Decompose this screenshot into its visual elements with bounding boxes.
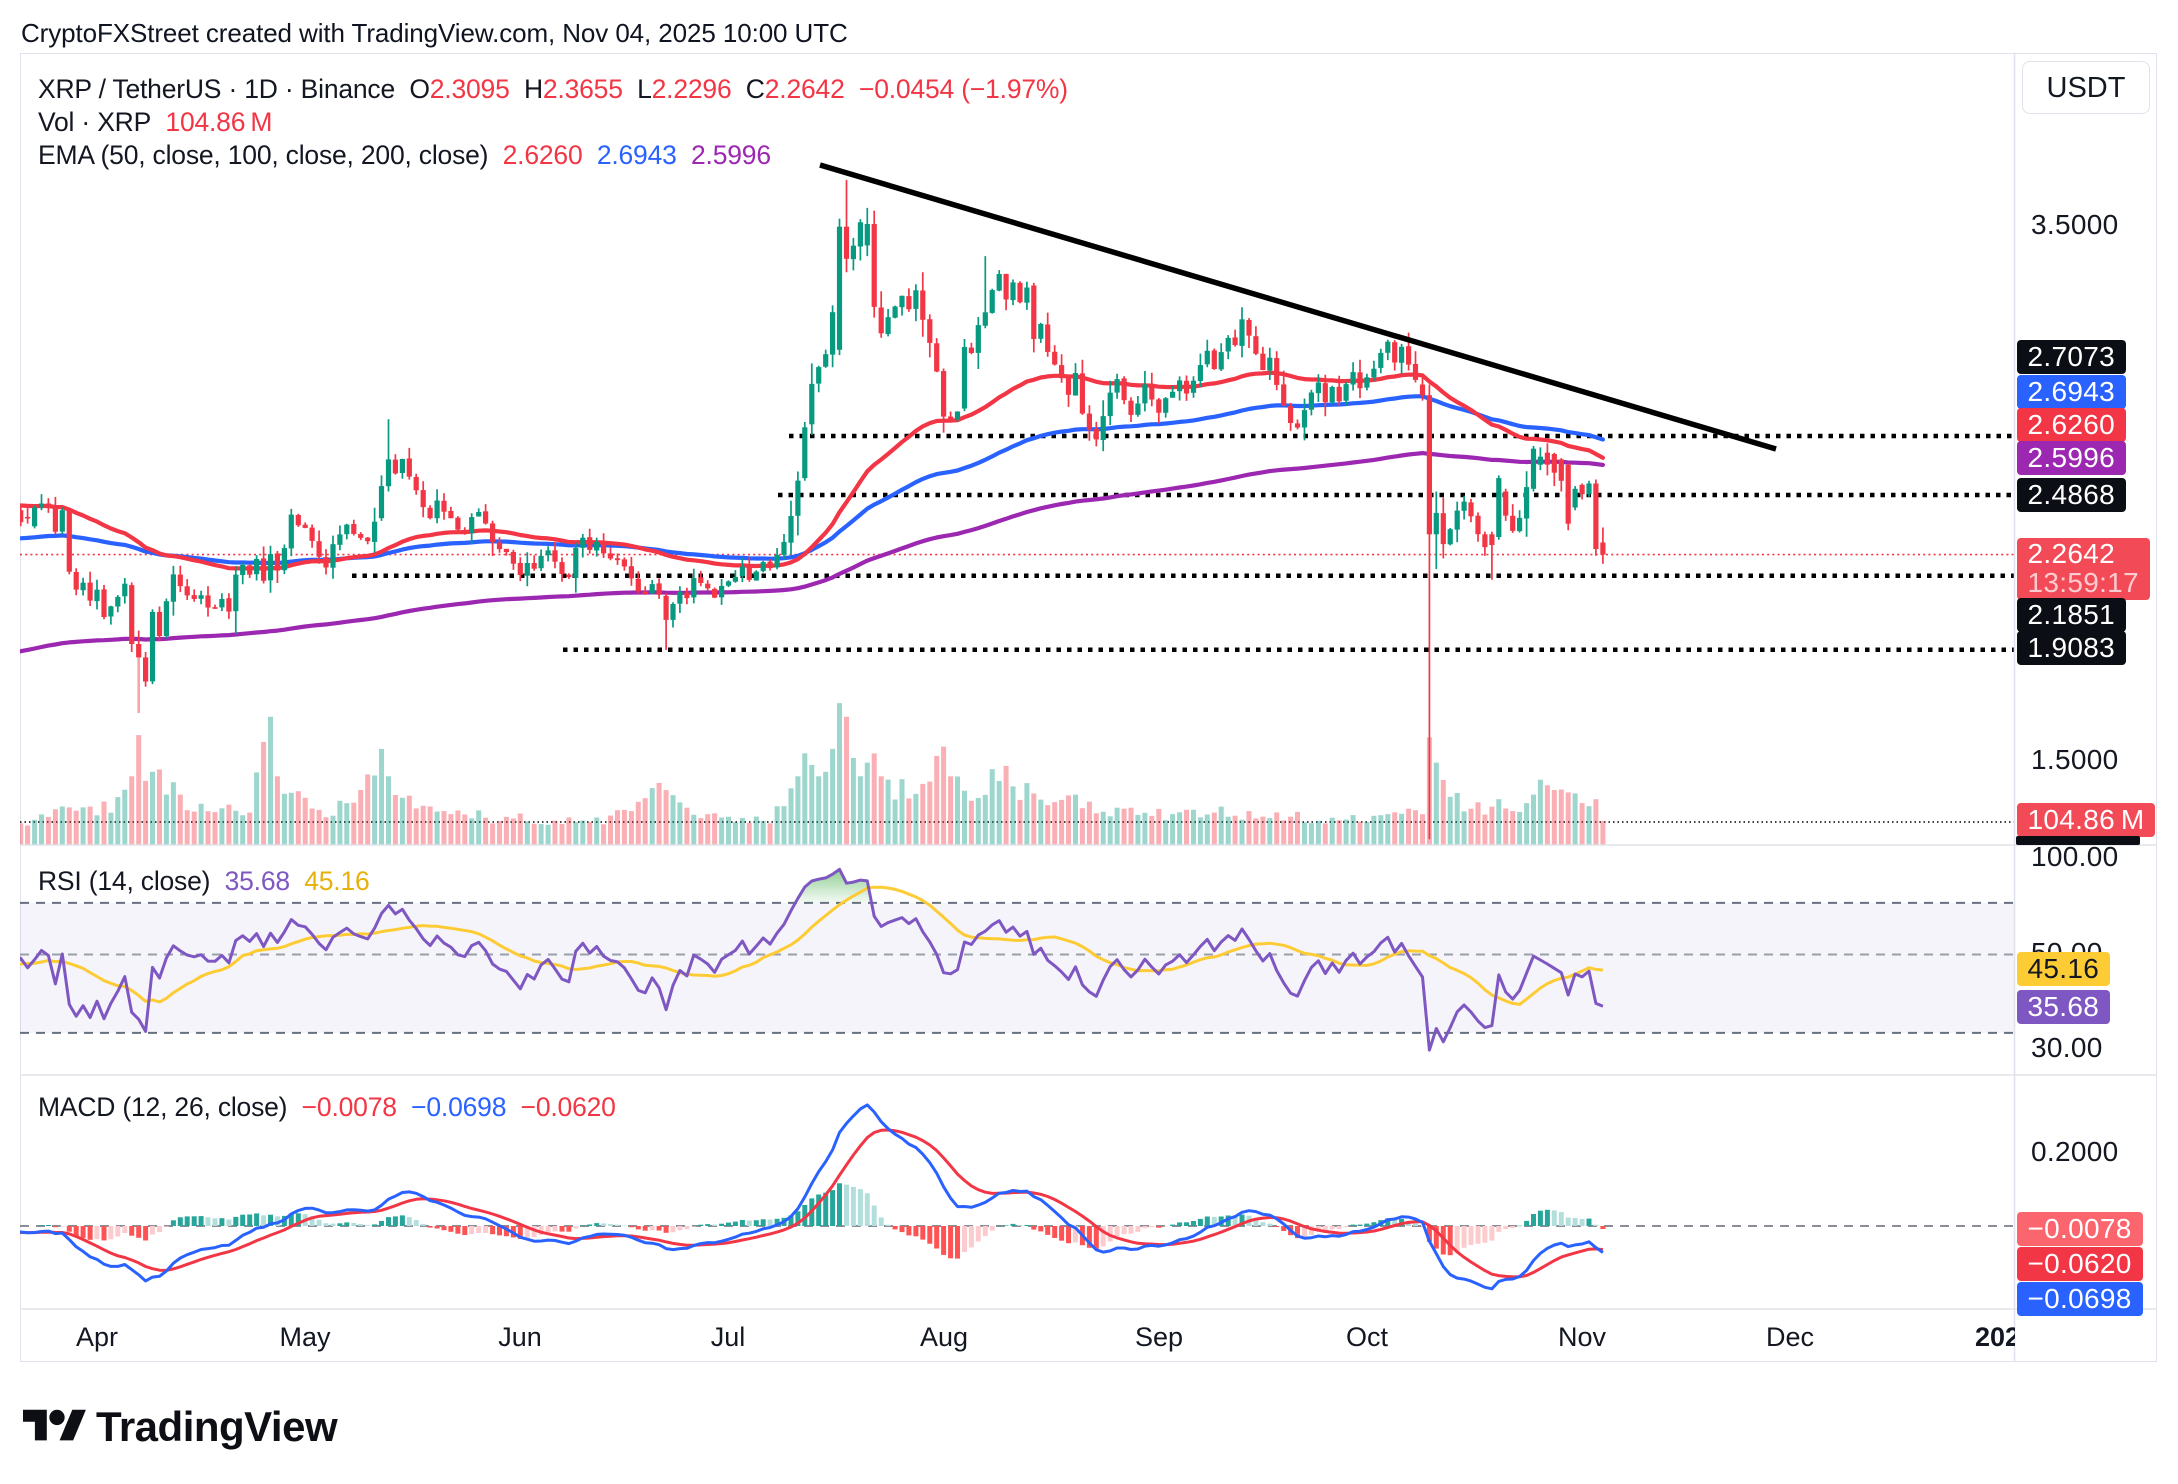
svg-text:TradingView: TradingView <box>96 1403 338 1450</box>
